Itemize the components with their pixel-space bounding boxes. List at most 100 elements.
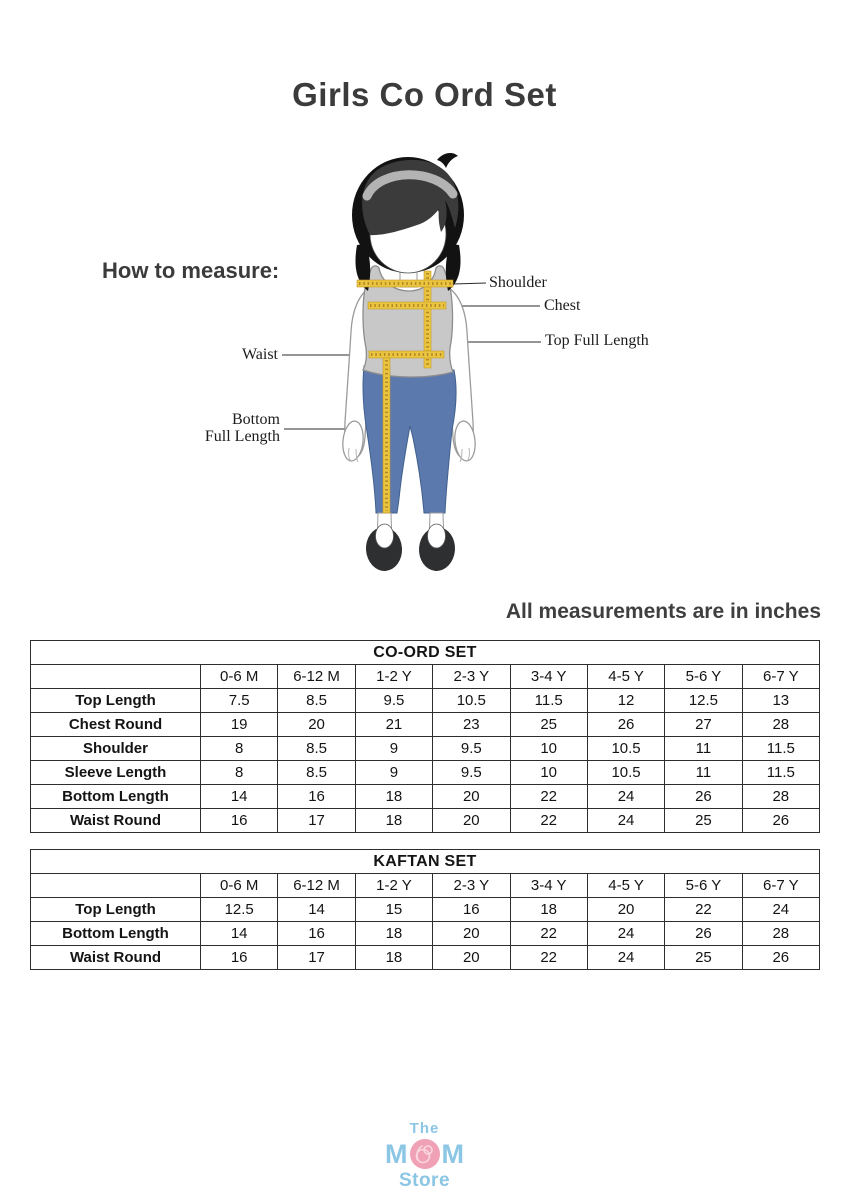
cell: 10.5 xyxy=(586,736,666,761)
cell: 28 xyxy=(741,921,821,946)
kaftan-set-table: KAFTAN SET 0-6 M 6-12 M 1-2 Y 2-3 Y 3-4 Y 4-5 … xyxy=(30,849,821,970)
cell: 25 xyxy=(664,945,743,970)
bottom-full-length-label: Bottom Full Length xyxy=(205,411,280,445)
table-title-row: KAFTAN SET xyxy=(30,849,820,874)
table-title-row: CO-ORD SET xyxy=(30,640,820,665)
cell: 25 xyxy=(509,712,588,737)
table-title: KAFTAN SET xyxy=(30,849,820,874)
cell: 9 xyxy=(354,736,434,761)
bottom-full-length-line2: Full Length xyxy=(204,428,280,445)
mother-child-swirl-icon xyxy=(415,1145,433,1164)
figure-headband xyxy=(362,170,458,201)
table-row: Shoulder 8 8.5 9 9.5 10 10.5 11 11.5 xyxy=(30,736,821,761)
column-header: 5-6 Y xyxy=(664,873,743,898)
brand-logo: The M M Store xyxy=(0,1120,849,1192)
cell: 11 xyxy=(664,760,743,785)
cell: 20 xyxy=(432,784,511,809)
cell: 17 xyxy=(277,945,356,970)
cell: 12 xyxy=(586,688,666,713)
column-header: 3-4 Y xyxy=(509,664,588,689)
cell: 26 xyxy=(664,784,743,809)
cell: 18 xyxy=(354,945,434,970)
row-label: Bottom Length xyxy=(30,921,201,946)
figure-shoes xyxy=(365,523,456,571)
row-label: Bottom Length xyxy=(30,784,201,809)
table-header-row: 0-6 M 6-12 M 1-2 Y 2-3 Y 3-4 Y 4-5 Y 5-6 Y 6-7 … xyxy=(30,873,821,898)
cell: 20 xyxy=(432,808,511,833)
cell: 24 xyxy=(586,784,666,809)
cell: 8.5 xyxy=(277,688,356,713)
column-header xyxy=(30,873,201,898)
cell: 16 xyxy=(199,808,279,833)
top-full-length-label: Top Full Length xyxy=(545,332,649,349)
figure-pants xyxy=(362,365,457,514)
cell: 25 xyxy=(664,808,743,833)
table-title: CO-ORD SET xyxy=(30,640,820,665)
row-label: Sleeve Length xyxy=(30,760,201,785)
column-header: 0-6 M xyxy=(199,873,279,898)
logo-line-the: The xyxy=(409,1120,440,1137)
cell: 28 xyxy=(741,712,821,737)
column-header: 1-2 Y xyxy=(354,664,434,689)
table-header-row: 0-6 M 6-12 M 1-2 Y 2-3 Y 3-4 Y 4-5 Y 5-6 Y 6-7 … xyxy=(30,664,821,689)
cell: 20 xyxy=(586,897,666,922)
cell: 12.5 xyxy=(664,688,743,713)
row-label: Top Length xyxy=(30,897,201,922)
column-header: 6-7 Y xyxy=(741,664,821,689)
row-label: Top Length xyxy=(30,688,201,713)
cell: 7.5 xyxy=(199,688,279,713)
cell: 8.5 xyxy=(277,736,356,761)
row-label: Chest Round xyxy=(30,712,201,737)
girl-figure-illustration xyxy=(282,152,541,571)
column-header: 0-6 M xyxy=(199,664,279,689)
cell: 14 xyxy=(199,921,279,946)
table-row: Chest Round 19 20 21 23 25 26 27 28 xyxy=(30,712,821,737)
cell: 22 xyxy=(509,784,588,809)
cell: 20 xyxy=(432,945,511,970)
waist-label: Waist xyxy=(241,346,278,363)
cell: 9 xyxy=(354,760,434,785)
cell: 11.5 xyxy=(741,736,821,761)
cell: 22 xyxy=(509,921,588,946)
column-header: 3-4 Y xyxy=(509,873,588,898)
cell: 8.5 xyxy=(277,760,356,785)
cell: 10 xyxy=(509,760,588,785)
table-row: Bottom Length 14 16 18 20 22 24 26 28 xyxy=(30,921,821,946)
column-header: 4-5 Y xyxy=(586,664,666,689)
cell: 18 xyxy=(354,784,434,809)
cell: 9.5 xyxy=(354,688,434,713)
measuring-tapes xyxy=(356,270,454,514)
cell: 24 xyxy=(586,945,666,970)
column-header: 1-2 Y xyxy=(354,873,434,898)
cell: 28 xyxy=(741,784,821,809)
cell: 13 xyxy=(741,688,821,713)
table-row: Top Length 12.5 14 15 16 18 20 22 24 xyxy=(30,897,821,922)
cell: 10.5 xyxy=(432,688,511,713)
cell: 24 xyxy=(741,897,821,922)
cell: 16 xyxy=(277,921,356,946)
column-header: 4-5 Y xyxy=(586,873,666,898)
how-to-measure-label: How to measure: xyxy=(102,258,280,283)
logo-m-right: M xyxy=(441,1138,465,1169)
cell: 16 xyxy=(432,897,511,922)
column-header: 5-6 Y xyxy=(664,664,743,689)
cell: 10.5 xyxy=(586,760,666,785)
cell: 26 xyxy=(741,808,821,833)
table-row: Waist Round 16 17 18 20 22 24 25 26 xyxy=(30,808,821,833)
cell: 23 xyxy=(432,712,511,737)
bottom-full-length-line1: Bottom xyxy=(231,411,280,428)
cell: 9.5 xyxy=(432,760,511,785)
cell: 16 xyxy=(199,945,279,970)
cell: 14 xyxy=(199,784,279,809)
cell: 24 xyxy=(586,921,666,946)
cell: 12.5 xyxy=(199,897,279,922)
logo-m-left: M xyxy=(385,1138,408,1169)
cell: 22 xyxy=(509,808,588,833)
cell: 27 xyxy=(664,712,743,737)
column-header: 2-3 Y xyxy=(432,664,511,689)
units-note: All measurements are in inches xyxy=(505,600,821,623)
cell: 18 xyxy=(354,921,434,946)
table-row: Bottom Length 14 16 18 20 22 24 26 28 xyxy=(30,784,821,809)
cell: 26 xyxy=(741,945,821,970)
